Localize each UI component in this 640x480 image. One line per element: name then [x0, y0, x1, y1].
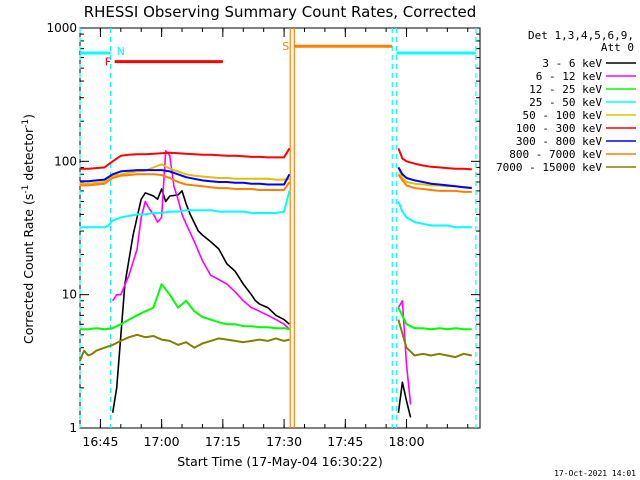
series-line-3-1 — [397, 201, 472, 229]
series-line-5-0 — [80, 147, 291, 170]
y-tick-label: 100 — [54, 154, 77, 168]
x-tick-label: 17:15 — [205, 434, 241, 449]
series-line-6-0 — [80, 169, 291, 186]
y-tick-label: 1000 — [46, 21, 77, 35]
y-tick-label: 1 — [69, 421, 77, 435]
x-axis-label: Start Time (17-May-04 16:30:22) — [177, 454, 382, 469]
series-line-3-0 — [80, 190, 291, 229]
plot-area: 1 10 100 1000 16:45 17:00 17:15 17:30 17:45 18:00… — [46, 21, 481, 449]
series-line-7-1 — [397, 173, 472, 193]
y-axis-label: Corrected Count Rate (s-1 detector-1) — [21, 114, 36, 344]
series-line-0-0 — [111, 188, 290, 413]
series-line-1-1 — [397, 299, 412, 405]
series-line-2-1 — [397, 307, 472, 331]
series-line-1-0 — [112, 150, 290, 330]
series-line-0-1 — [397, 381, 412, 418]
legend-label: 50 - 100 keV — [523, 109, 603, 122]
series-line-2-0 — [80, 283, 290, 331]
legend-header-line: Det 1,3,4,5,6,9, — [528, 29, 634, 42]
legend-label: 300 - 800 keV — [516, 135, 602, 148]
legend-label: 7000 - 15000 keV — [496, 161, 602, 174]
flag-label-F: F — [105, 56, 111, 69]
legend-label: 12 - 25 keV — [529, 83, 602, 96]
series-line-4-0 — [80, 163, 290, 185]
series-line-6-1 — [397, 166, 472, 190]
legend-label: 6 - 12 keV — [536, 70, 603, 83]
flag-label-S: S — [282, 40, 289, 53]
x-tick-label: 17:30 — [266, 434, 302, 449]
series-line-8-0 — [79, 333, 290, 361]
series-line-7-0 — [80, 173, 291, 191]
chart-title: RHESSI Observing Summary Count Rates, Co… — [84, 3, 477, 21]
legend-label: 100 - 300 keV — [516, 122, 602, 135]
series-line-5-1 — [397, 148, 472, 171]
legend-label: 3 - 6 keV — [542, 57, 602, 70]
footer-timestamp: 17-Oct-2021 14:01 — [554, 469, 636, 478]
x-tick-label: 17:00 — [144, 434, 180, 449]
flag-label-N: N — [117, 45, 125, 58]
legend-label: 800 - 7000 keV — [509, 148, 602, 161]
x-tick-label: 17:45 — [327, 434, 363, 449]
x-tick-label: 16:45 — [82, 434, 118, 449]
y-tick-label: 10 — [62, 288, 77, 302]
series-line-8-1 — [397, 319, 473, 359]
legend-header-line: Att 0 — [601, 41, 634, 54]
legend-label: 25 - 50 keV — [529, 96, 602, 109]
x-tick-label: 18:00 — [389, 434, 425, 449]
